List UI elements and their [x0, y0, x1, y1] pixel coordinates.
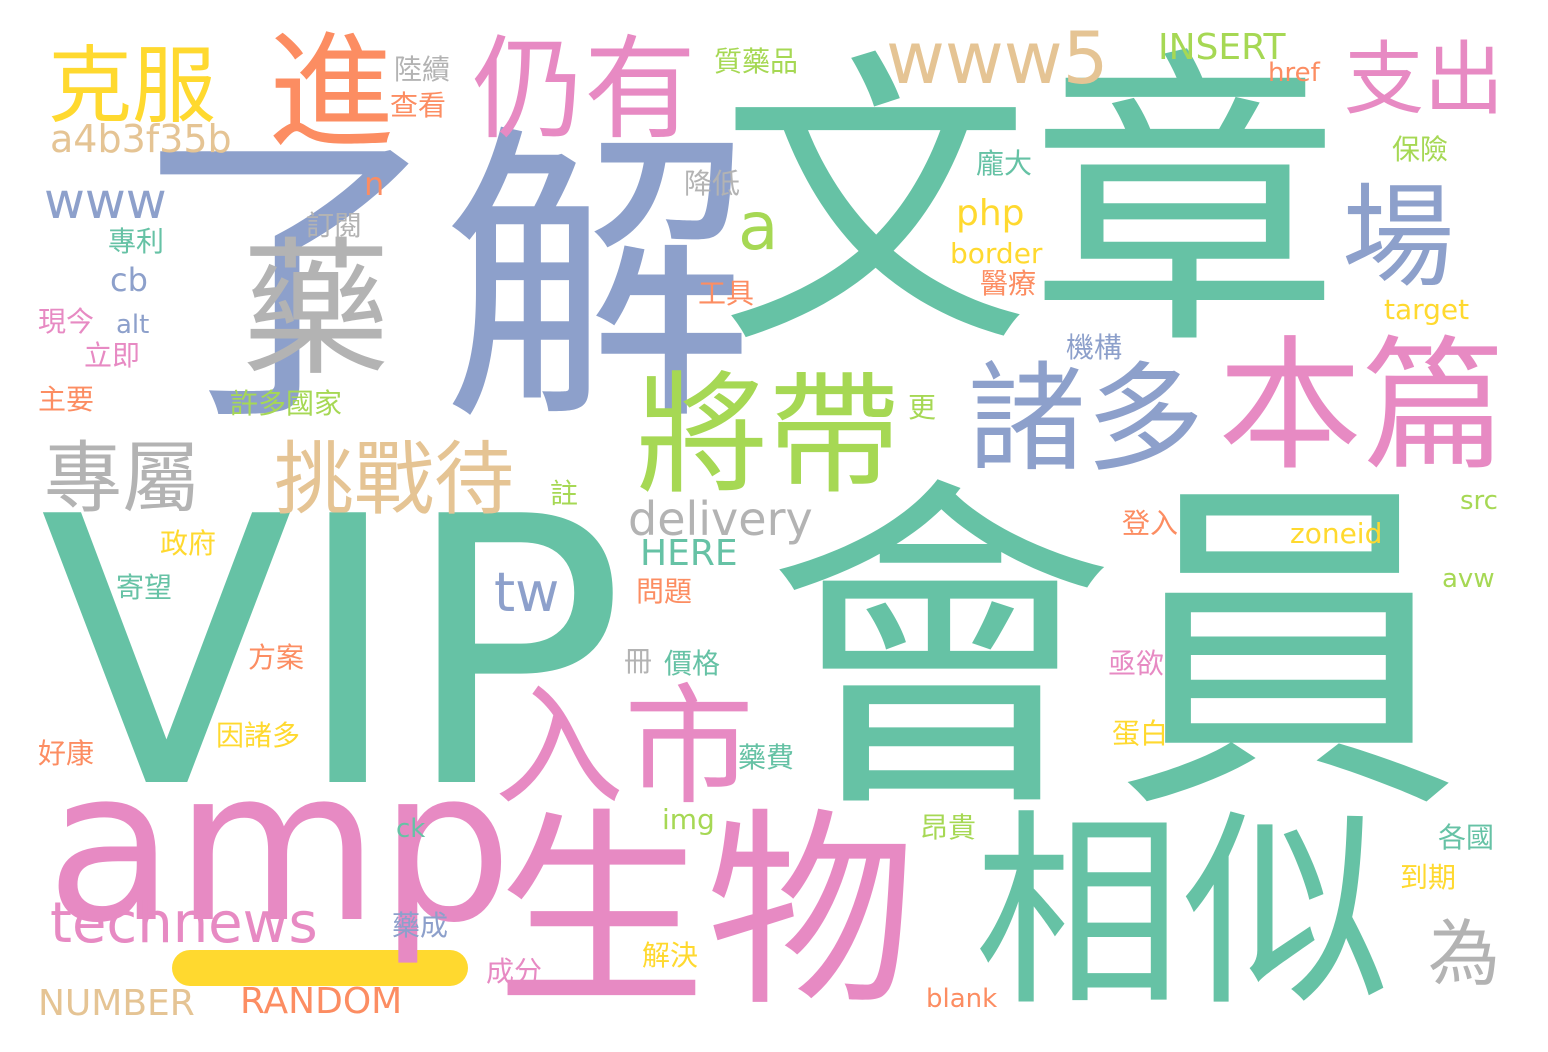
word: 方案 [248, 641, 305, 674]
word: 仍有 [472, 25, 696, 155]
word: amp [46, 724, 513, 969]
word: 生物 [496, 790, 917, 1035]
word: 問題 [636, 575, 693, 608]
word: 到期 [1400, 861, 1457, 894]
word: 醫療 [980, 267, 1037, 300]
word: 成分 [486, 955, 543, 988]
word: blank [926, 984, 998, 1014]
word: tw [494, 561, 560, 624]
word: INSERT [1158, 27, 1286, 68]
word: 將帶 [636, 359, 900, 513]
word: 專屬 [44, 434, 201, 524]
word: 好康 [38, 737, 95, 770]
word: 保險 [1392, 133, 1449, 166]
word: 許多國家 [230, 387, 343, 420]
word: 場 [1342, 173, 1454, 303]
word: technews [50, 891, 318, 956]
word: 專利 [108, 225, 165, 258]
word: 會員 [766, 451, 1462, 856]
word: 諸多 [968, 350, 1205, 488]
word: 入市 [494, 671, 755, 823]
word: zoneid [1290, 517, 1383, 550]
word: 亟欲 [1108, 647, 1165, 680]
word: 為 [1428, 912, 1501, 996]
word: 進 [268, 19, 394, 166]
word: avw [1442, 564, 1495, 594]
word: alt [116, 310, 150, 340]
word: img [662, 803, 715, 836]
word: 昂貴 [920, 811, 977, 844]
word: 質藥品 [714, 45, 799, 78]
word: cb [110, 261, 148, 299]
word: 立即 [84, 339, 141, 372]
word: ck [396, 814, 426, 844]
word: www [44, 172, 167, 230]
word: 價格 [664, 647, 721, 680]
word: php [956, 193, 1025, 234]
word: 相似 [974, 793, 1390, 1035]
word: 藥成 [392, 909, 449, 942]
highlight-bar [172, 950, 468, 986]
word: target [1384, 293, 1470, 326]
word: www5 [886, 16, 1109, 100]
word: 機構 [1066, 331, 1123, 364]
word: 主要 [38, 383, 95, 416]
word: 本篇 [1218, 322, 1507, 490]
word: src [1460, 486, 1498, 516]
word: 藥 [242, 224, 390, 396]
word: border [950, 237, 1043, 270]
word: 降低 [684, 167, 741, 200]
word: 解決 [642, 939, 699, 972]
word: NUMBER [38, 983, 195, 1024]
word: RANDOM [240, 981, 403, 1022]
word: 政府 [160, 527, 217, 560]
word: a [738, 188, 779, 265]
word: 克服 [48, 37, 217, 135]
word: 藥費 [738, 741, 795, 774]
word: 了解 [130, 99, 754, 463]
word: 挑戰待 [274, 433, 514, 526]
word: 工具 [698, 277, 755, 310]
word: 支出 [1344, 33, 1504, 126]
word: 註 [550, 477, 579, 510]
word: 更 [908, 391, 937, 424]
word: HERE [640, 533, 738, 574]
word: 現今 [38, 305, 95, 338]
word: 訂閱 [306, 209, 363, 242]
word: href [1268, 58, 1320, 88]
word: n [364, 165, 385, 203]
word: 文章 [720, 26, 1340, 387]
word: 登入 [1122, 507, 1179, 540]
word: 因諸多 [216, 719, 301, 752]
word: delivery [628, 492, 813, 546]
word: VIP [40, 440, 626, 870]
word: 寄望 [116, 571, 173, 604]
word: 陸續 [394, 53, 451, 86]
word: 查看 [390, 89, 447, 122]
word: 龐大 [976, 147, 1033, 180]
word: a4b3f35b [50, 117, 232, 161]
word: 冊 [624, 645, 653, 678]
word: 蛋白 [1112, 717, 1169, 750]
word: 各國 [1438, 821, 1495, 854]
